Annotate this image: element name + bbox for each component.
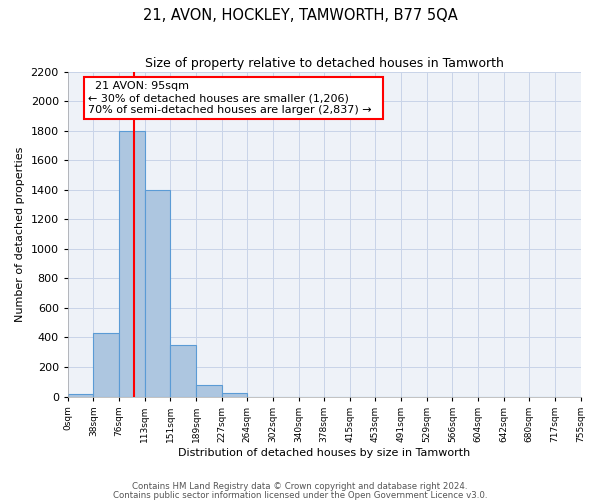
- Bar: [94, 333, 119, 396]
- Y-axis label: Number of detached properties: Number of detached properties: [15, 146, 25, 322]
- Text: 21, AVON, HOCKLEY, TAMWORTH, B77 5QA: 21, AVON, HOCKLEY, TAMWORTH, B77 5QA: [143, 8, 457, 22]
- Bar: [119, 130, 145, 396]
- Text: Contains public sector information licensed under the Open Government Licence v3: Contains public sector information licen…: [113, 491, 487, 500]
- Text: 21 AVON: 95sqm
← 30% of detached houses are smaller (1,206)
70% of semi-detached: 21 AVON: 95sqm ← 30% of detached houses …: [88, 82, 379, 114]
- Title: Size of property relative to detached houses in Tamworth: Size of property relative to detached ho…: [145, 58, 503, 70]
- Bar: [221, 393, 247, 396]
- Bar: [170, 345, 196, 397]
- Bar: [196, 384, 221, 396]
- Bar: [68, 394, 94, 396]
- Bar: [145, 190, 170, 396]
- Text: Contains HM Land Registry data © Crown copyright and database right 2024.: Contains HM Land Registry data © Crown c…: [132, 482, 468, 491]
- X-axis label: Distribution of detached houses by size in Tamworth: Distribution of detached houses by size …: [178, 448, 470, 458]
